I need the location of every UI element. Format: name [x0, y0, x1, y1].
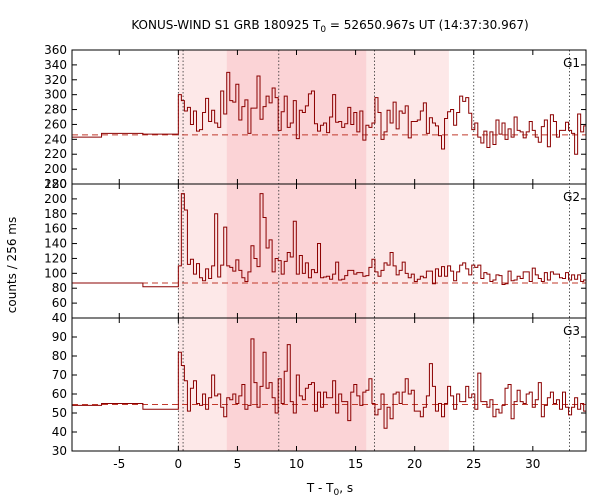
panel-g1-y-tick-label: 200	[44, 162, 67, 176]
y-axis-label: counts / 256 ms	[5, 217, 19, 313]
panel-g1-y-tick-label: 260	[44, 117, 67, 131]
panel-g2-y-tick-label: 80	[52, 281, 67, 295]
plot-area: 180200220240260280300320340360G140608010…	[44, 43, 587, 471]
panel-g3-y-tick-label: 70	[52, 368, 67, 382]
panel-g1-y-tick-label: 340	[44, 58, 67, 72]
panel-g1-y-tick-label: 320	[44, 73, 67, 87]
x-tick-label: -5	[113, 457, 125, 471]
panel-g3-y-tick-label: 30	[52, 444, 67, 458]
panel-g1-y-tick-label: 300	[44, 88, 67, 102]
panel-g1-y-tick-label: 360	[44, 43, 67, 57]
panel-g2-y-tick-label: 200	[44, 192, 67, 206]
panel-g3-y-tick-label: 60	[52, 387, 67, 401]
panel-g1-y-tick-label: 280	[44, 103, 67, 117]
panel-g2-label: G2	[563, 190, 580, 204]
x-tick-label: 5	[234, 457, 242, 471]
x-tick-label: 15	[348, 457, 363, 471]
x-tick-label: 25	[466, 457, 481, 471]
panel-g3-label: G3	[563, 324, 580, 338]
x-axis-label: T - T0, s	[306, 481, 353, 498]
panel-g1-label: G1	[563, 56, 580, 70]
chart-title: KONUS-WIND S1 GRB 180925 T0 = 52650.967s…	[131, 18, 528, 35]
panel-g2-y-tick-label: 140	[44, 237, 67, 251]
panel-g2-y-tick-label: 100	[44, 266, 67, 280]
panel-g2-y-tick-label: 120	[44, 251, 67, 265]
panel-g3-y-tick-label: 50	[52, 406, 67, 420]
panel-g2-y-tick-label: 180	[44, 207, 67, 221]
panel-g3-y-tick-label: 90	[52, 330, 67, 344]
panel-g3-y-tick-label: 80	[52, 349, 67, 363]
x-tick-label: 30	[525, 457, 540, 471]
panel-g2-y-tick-label: 220	[44, 177, 67, 191]
panel-g2-y-tick-label: 40	[52, 311, 67, 325]
panel-g3-frame	[71, 317, 587, 452]
panel-g3-y-tick-label: 40	[52, 425, 67, 439]
panel-g1-y-tick-label: 180	[44, 177, 67, 191]
panel-g2-y-tick-label: 60	[52, 296, 67, 310]
panel-g3-light-curve	[72, 338, 587, 429]
panel-g1-light-curve	[72, 71, 587, 155]
panel-g1-y-tick-label: 220	[44, 147, 67, 161]
panel-g2-light-curve	[72, 193, 587, 288]
x-tick-label: 20	[407, 457, 422, 471]
panel-g2-y-tick-label: 160	[44, 222, 67, 236]
x-tick-label: 10	[289, 457, 304, 471]
panel-g1-y-tick-label: 240	[44, 132, 67, 146]
x-tick-label: 0	[175, 457, 183, 471]
